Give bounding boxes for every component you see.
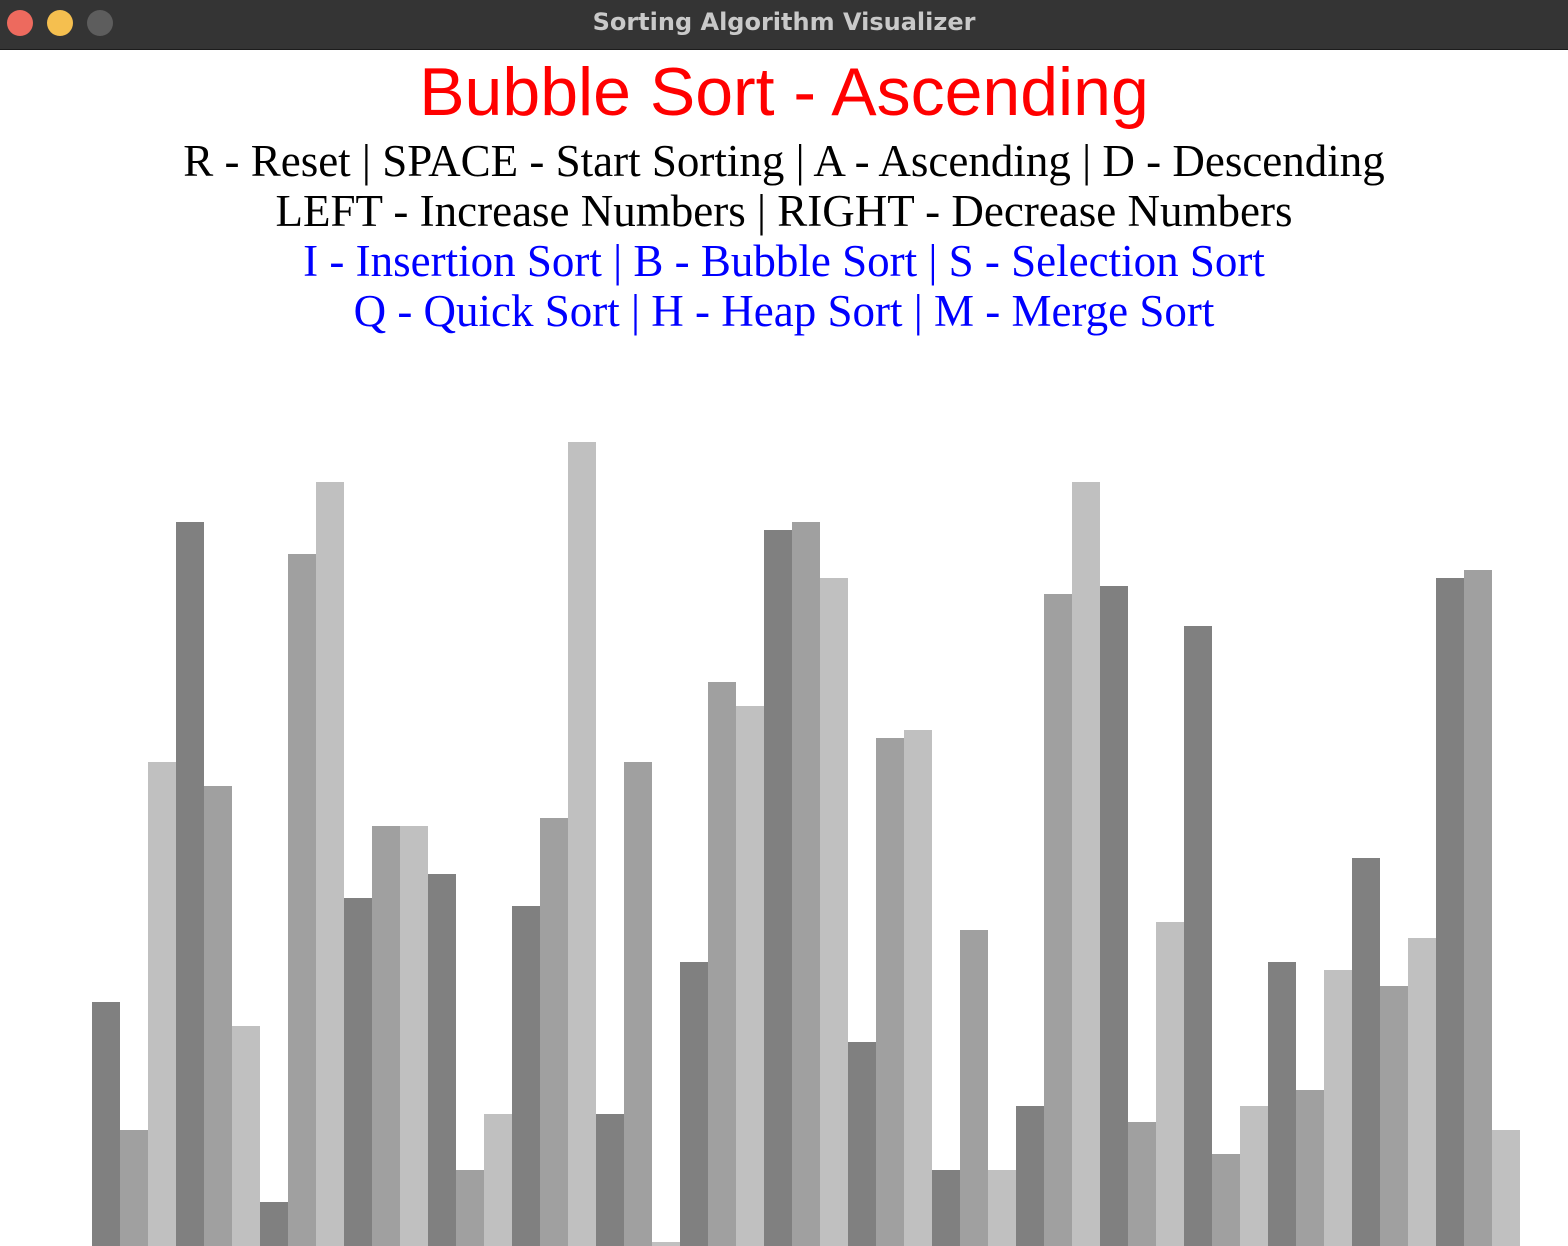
minimize-window-button[interactable] — [47, 10, 73, 36]
maximize-window-button[interactable] — [87, 10, 113, 36]
bar-20 — [652, 1242, 680, 1246]
bar-50 — [1492, 1130, 1520, 1246]
bar-26 — [820, 578, 848, 1246]
algorithm-heading: Bubble Sort - Ascending — [419, 54, 1149, 130]
bar-15 — [512, 906, 540, 1246]
bar-21 — [680, 962, 708, 1246]
bar-9 — [344, 898, 372, 1246]
bar-14 — [484, 1114, 512, 1246]
bar-46 — [1380, 986, 1408, 1246]
bar-1 — [120, 1130, 148, 1246]
bar-28 — [876, 738, 904, 1246]
bar-37 — [1128, 1122, 1156, 1246]
bar-36 — [1100, 586, 1128, 1246]
bar-30 — [932, 1170, 960, 1246]
bar-12 — [428, 874, 456, 1246]
bar-22 — [708, 682, 736, 1246]
algorithms-help-line-2: Q - Quick Sort | H - Heap Sort | M - Mer… — [353, 286, 1215, 336]
bar-31 — [960, 930, 988, 1246]
bar-24 — [764, 530, 792, 1246]
bar-5 — [232, 1026, 260, 1246]
controls-help-line-1: R - Reset | SPACE - Start Sorting | A - … — [183, 136, 1385, 186]
title-bar[interactable]: Sorting Algorithm Visualizer — [0, 0, 1568, 50]
bar-40 — [1212, 1154, 1240, 1246]
bar-45 — [1352, 858, 1380, 1246]
bar-29 — [904, 730, 932, 1246]
bar-44 — [1324, 970, 1352, 1246]
bar-3 — [176, 522, 204, 1246]
bar-2 — [148, 762, 176, 1246]
bar-18 — [596, 1114, 624, 1246]
bar-38 — [1156, 922, 1184, 1246]
bar-39 — [1184, 626, 1212, 1246]
bar-47 — [1408, 938, 1436, 1246]
bar-17 — [568, 442, 596, 1246]
bar-10 — [372, 826, 400, 1246]
bar-6 — [260, 1202, 288, 1246]
bar-35 — [1072, 482, 1100, 1246]
bar-8 — [316, 482, 344, 1246]
controls-help-line-2: LEFT - Increase Numbers | RIGHT - Decrea… — [275, 186, 1293, 236]
bar-7 — [288, 554, 316, 1246]
bar-16 — [540, 818, 568, 1246]
bar-33 — [1016, 1106, 1044, 1246]
bar-42 — [1268, 962, 1296, 1246]
window-title: Sorting Algorithm Visualizer — [592, 8, 976, 36]
bar-43 — [1296, 1090, 1324, 1246]
bar-27 — [848, 1042, 876, 1246]
bar-23 — [736, 706, 764, 1246]
bar-19 — [624, 762, 652, 1246]
bar-0 — [92, 1002, 120, 1246]
bar-49 — [1464, 570, 1492, 1246]
algorithms-help-line-1: I - Insertion Sort | B - Bubble Sort | S… — [303, 236, 1265, 286]
close-window-button[interactable] — [7, 10, 33, 36]
bar-11 — [400, 826, 428, 1246]
bar-41 — [1240, 1106, 1268, 1246]
bar-4 — [204, 786, 232, 1246]
bar-25 — [792, 522, 820, 1246]
bar-32 — [988, 1170, 1016, 1246]
bar-48 — [1436, 578, 1464, 1246]
bar-34 — [1044, 594, 1072, 1246]
bar-13 — [456, 1170, 484, 1246]
